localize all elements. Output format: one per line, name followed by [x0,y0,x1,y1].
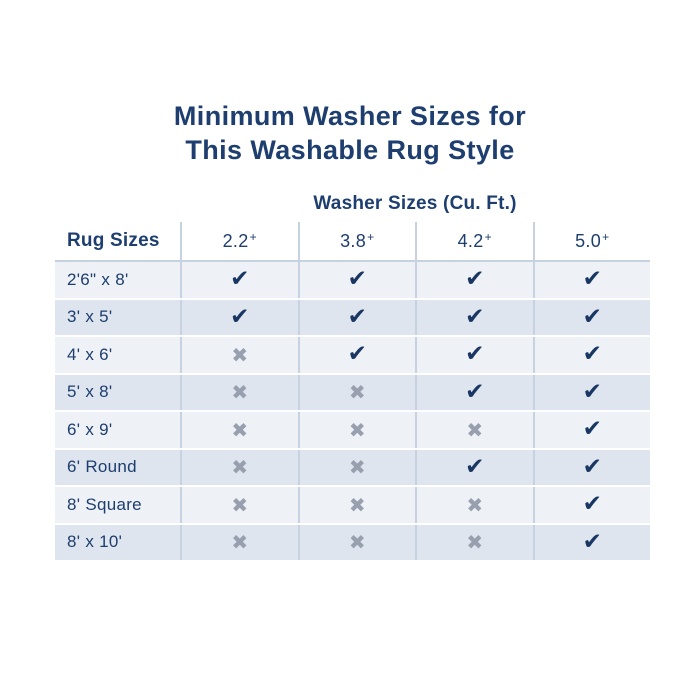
page-title: Minimum Washer Sizes for This Washable R… [0,99,700,167]
table-row: 5' x 8' ✖ ✖ ✔ ✔ [55,374,650,412]
table-row: 8' Square ✖ ✖ ✖ ✔ [55,487,650,525]
x-mark-icon: ✖ [231,492,249,517]
check-mark-icon: ✔ [347,303,367,330]
check-mark-icon: ✔ [582,491,602,518]
check-mark-icon: ✔ [347,266,367,293]
table-row: 8' x 10' ✖ ✖ ✖ ✔ [55,524,650,562]
x-mark-icon: ✖ [231,380,249,405]
x-mark-icon: ✖ [466,530,484,555]
check-mark-icon: ✔ [465,266,485,293]
x-mark-icon: ✖ [348,417,366,442]
x-mark-icon: ✖ [231,530,249,555]
check-mark-icon: ✔ [465,453,485,480]
rug-size-label: 5' x 8' [67,382,113,402]
rug-size-label: 2'6" x 8' [67,269,129,289]
rug-size-label: 6' x 9' [67,419,113,439]
check-mark-icon: ✔ [582,303,602,330]
table-row: 3' x 5' ✔ ✔ ✔ ✔ [55,299,650,337]
rug-size-label: 8' Square [67,494,142,514]
column-header-value: 2.2 [222,230,249,251]
rug-sizes-column-header: Rug Sizes [67,230,160,251]
check-mark-icon: ✔ [582,453,602,480]
plus-sign: + [249,230,257,244]
table-row: 4' x 6' ✖ ✔ ✔ ✔ [55,337,650,375]
x-mark-icon: ✖ [231,342,249,367]
column-header-value: 5.0 [575,230,602,251]
check-mark-icon: ✔ [347,341,367,368]
table-body: 2'6" x 8' ✔ ✔ ✔ ✔ 3' x 5' ✔ ✔ ✔ ✔ 4' x 6… [55,262,650,562]
table-row: 6' Round ✖ ✖ ✔ ✔ [55,449,650,487]
table-row: 6' x 9' ✖ ✖ ✖ ✔ [55,412,650,450]
x-mark-icon: ✖ [348,380,366,405]
check-mark-icon: ✔ [465,378,485,405]
x-mark-icon: ✖ [348,455,366,480]
table-row: 2'6" x 8' ✔ ✔ ✔ ✔ [55,262,650,300]
table-header-row: Rug Sizes 2.2 + 3.8 + 4.2 + 5.0 + [55,222,650,262]
rug-size-label: 4' x 6' [67,344,113,364]
column-header: 4.2 + [415,222,533,260]
x-mark-icon: ✖ [466,492,484,517]
plus-sign: + [602,230,610,244]
column-header: 5.0 + [532,222,651,260]
x-mark-icon: ✖ [348,530,366,555]
column-header: 2.2 + [180,222,298,260]
check-mark-icon: ✔ [230,303,250,330]
washer-size-table: Washer Sizes (Cu. Ft.) Rug Sizes 2.2 + 3.… [55,186,650,562]
rug-size-label: 8' x 10' [67,532,123,552]
plus-sign: + [367,230,375,244]
page-title-line-1: Minimum Washer Sizes for [173,101,527,131]
check-mark-icon: ✔ [582,378,602,405]
column-header: 3.8 + [297,222,416,260]
check-mark-icon: ✔ [582,528,602,555]
check-mark-icon: ✔ [465,303,485,330]
column-header-value: 4.2 [457,230,484,251]
x-mark-icon: ✖ [231,455,249,480]
rug-size-label: 6' Round [67,457,137,477]
page-title-line-2: This Washable Rug Style [185,135,515,165]
x-mark-icon: ✖ [231,417,249,442]
x-mark-icon: ✖ [348,492,366,517]
check-mark-icon: ✔ [582,341,602,368]
washer-sizes-group-header: Washer Sizes (Cu. Ft.) [313,193,517,214]
x-mark-icon: ✖ [466,417,484,442]
check-mark-icon: ✔ [230,266,250,293]
rug-size-label: 3' x 5' [67,307,113,327]
column-header-value: 3.8 [340,230,367,251]
plus-sign: + [484,230,492,244]
check-mark-icon: ✔ [582,416,602,443]
check-mark-icon: ✔ [582,266,602,293]
check-mark-icon: ✔ [465,341,485,368]
